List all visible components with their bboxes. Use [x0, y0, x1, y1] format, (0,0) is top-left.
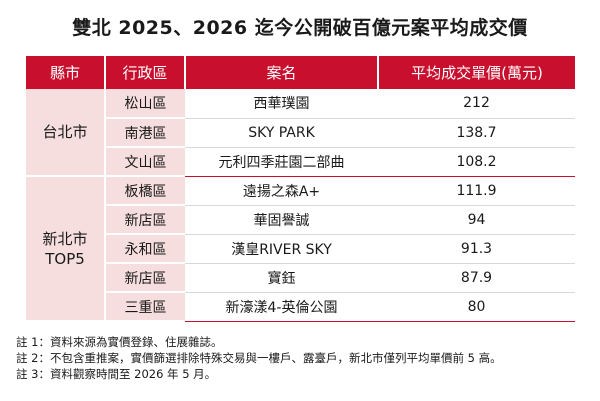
table-row: 三重區 新濠漾4-英倫公園 80 — [26, 292, 575, 322]
project-name-cell: 元利四季莊園二部曲 — [185, 147, 378, 177]
project-name-cell: SKY PARK — [185, 118, 378, 148]
project-name-cell: 新濠漾4-英倫公園 — [185, 292, 378, 322]
price-cell: 94 — [378, 205, 575, 235]
price-table: 縣市 行政區 案名 平均成交單價(萬元) 台北市 松山區 西華璞園 212 南港… — [26, 56, 575, 322]
county-label: 新北市 — [42, 229, 88, 248]
footnote-2: 註 2：不包含重推案，實價篩選排除特殊交易與一樓戶、露臺戶，新北市僅列平均單價前… — [16, 351, 502, 365]
project-name-cell: 遠揚之森A+ — [185, 176, 378, 206]
header-avg-price: 平均成交單價(萬元) — [378, 56, 575, 89]
header-project-name: 案名 — [185, 56, 379, 89]
price-cell: 212 — [378, 89, 575, 119]
table-header-row: 縣市 行政區 案名 平均成交單價(萬元) — [26, 56, 575, 89]
price-cell: 111.9 — [378, 176, 575, 206]
header-district: 行政區 — [105, 56, 186, 89]
county-cell-new-taipei: 新北市 TOP5 — [26, 176, 105, 322]
price-cell: 138.7 — [378, 118, 575, 148]
project-name-cell: 寶鈺 — [185, 263, 378, 293]
footnote-1: 註 1：資料來源為實價登錄、住展雜誌。 — [16, 335, 223, 349]
table-row: 南港區 SKY PARK 138.7 — [26, 118, 575, 148]
district-cell: 新店區 — [104, 205, 185, 235]
district-cell: 三重區 — [104, 292, 185, 322]
district-cell: 永和區 — [104, 234, 185, 264]
table-row: 台北市 松山區 西華璞園 212 — [26, 89, 575, 177]
district-cell: 新店區 — [104, 263, 185, 293]
project-name-cell: 華固譽誠 — [185, 205, 378, 235]
page-title: 雙北 2025、2026 迄今公開破百億元案平均成交價 — [72, 17, 528, 39]
table-row: 新店區 寶鈺 87.9 — [26, 263, 575, 293]
price-cell: 87.9 — [378, 263, 575, 293]
district-cell: 文山區 — [104, 147, 185, 177]
county-sublabel: TOP5 — [45, 249, 85, 268]
footnotes: 註 1：資料來源為實價登錄、住展雜誌。 註 2：不包含重推案，實價篩選排除特殊交… — [16, 334, 591, 382]
price-cell: 80 — [378, 292, 575, 322]
footnote-3: 註 3：資料觀察時間至 2026 年 5 月。 — [16, 367, 217, 381]
district-cell: 松山區 — [104, 89, 185, 119]
district-cell: 板橋區 — [104, 176, 185, 206]
project-name-cell: 西華璞園 — [185, 89, 378, 119]
price-cell: 91.3 — [378, 234, 575, 264]
header-county: 縣市 — [26, 56, 106, 89]
table-row: 新北市 TOP5 板橋區 遠揚之森A+ 111.9 — [26, 176, 575, 322]
county-label: 台北市 — [42, 123, 88, 141]
table-row: 文山區 元利四季莊園二部曲 108.2 — [26, 147, 575, 177]
district-cell: 南港區 — [104, 118, 185, 148]
county-cell-taipei: 台北市 — [26, 89, 105, 177]
price-cell: 108.2 — [378, 147, 575, 177]
table-row: 新店區 華固譽誠 94 — [26, 205, 575, 235]
table-row: 永和區 漢皇RIVER SKY 91.3 — [26, 234, 575, 264]
project-name-cell: 漢皇RIVER SKY — [185, 234, 378, 264]
